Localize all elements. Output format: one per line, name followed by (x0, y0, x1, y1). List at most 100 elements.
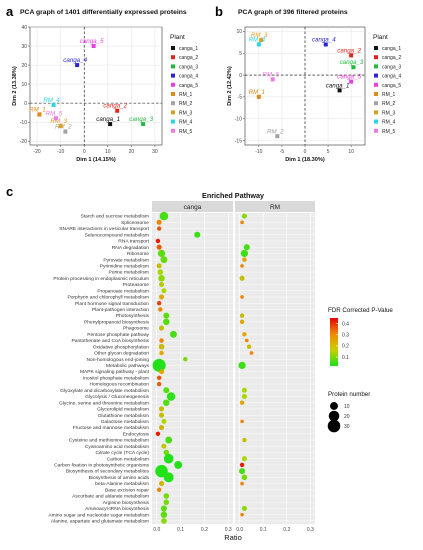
data-point (158, 481, 165, 487)
y-tick-label: 0 (239, 73, 242, 79)
legend-label: canga_2 (382, 55, 401, 61)
pathway-label: Phenylpropanoid biosynthesis (84, 319, 150, 325)
pathway-label: Fructose and mannose metabolism (73, 425, 149, 431)
x-tick-label: 10 (348, 149, 354, 155)
size-legend-dot (328, 410, 340, 422)
x-tick-label: 0.2 (201, 527, 208, 533)
data-point (158, 281, 165, 288)
data-point (161, 418, 167, 424)
x-axis-title: Ratio (224, 533, 242, 542)
data-point (158, 425, 165, 431)
x-axis-title: Dim 1 (18.30%) (285, 157, 325, 163)
data-point (241, 456, 247, 462)
x-tick-label: -10 (57, 149, 64, 155)
data-point (249, 351, 254, 355)
data-point (239, 462, 245, 468)
legend-swatch (171, 82, 175, 87)
data-point (163, 312, 170, 319)
legend-label: RM_1 (382, 92, 396, 98)
pathway-label: Glutathione metabolism (98, 413, 149, 419)
y-axis-title: Dim 2 (13.38%) (12, 66, 18, 106)
data-point (240, 249, 249, 258)
x-tick-label: 0.2 (283, 527, 290, 533)
pathway-label: Pantothenate and CoA biosynthesis (72, 338, 150, 344)
pathway-label: RNA transport (118, 239, 149, 245)
legend-swatch (171, 46, 175, 50)
data-point (174, 460, 183, 469)
legend-label: RM_2 (382, 101, 396, 107)
point-label: RM_4 (43, 97, 60, 104)
data-point (108, 122, 113, 127)
x-axis-title: Dim 1 (14.15%) (76, 157, 116, 163)
data-point (160, 256, 168, 264)
x-tick-label: 0 (304, 149, 307, 155)
data-point (259, 38, 264, 43)
size-legend-label: 10 (344, 404, 350, 410)
data-point (163, 493, 170, 499)
data-point (158, 343, 165, 350)
legend-swatch (171, 128, 175, 133)
data-point (156, 487, 162, 493)
data-point (156, 244, 162, 250)
pathway-label: Oxidative phosphorylation (93, 344, 150, 350)
y-tick-label: -15 (235, 138, 242, 144)
pathway-label: Porphyrin and chlorophyll metabolism (67, 295, 149, 301)
data-point (183, 356, 188, 362)
pathway-label: Metabolic pathways (106, 363, 150, 369)
data-point (163, 399, 170, 406)
legend-label: canga_5 (179, 83, 198, 89)
y-tick-label: 20 (21, 63, 27, 69)
panel-label-c: c (6, 184, 13, 199)
data-point (156, 381, 162, 387)
data-point (156, 300, 162, 306)
pathway-label: Carbon fixation in photosynthetic organi… (54, 463, 149, 469)
plot-area (29, 26, 163, 146)
data-point (194, 231, 201, 238)
data-point (37, 112, 42, 117)
point-label: RM_5 (262, 71, 279, 78)
pathway-label: RNA degradation (112, 245, 150, 251)
legend-label: RM_3 (179, 110, 193, 116)
pathway-label: Glycerolipid metabolism (97, 407, 149, 413)
data-point (165, 436, 173, 444)
x-tick-label: 0 (83, 149, 86, 155)
data-point (163, 318, 170, 326)
legend-label: canga_1 (382, 46, 401, 52)
color-bar-label: 0.1 (342, 355, 349, 361)
data-point (240, 481, 244, 486)
chart-title: PCA graph of 1401 differentially express… (20, 9, 187, 16)
x-tick-label: 0.1 (260, 527, 267, 533)
point-label: RM_4 (249, 36, 266, 43)
legend-swatch (171, 119, 175, 124)
data-point (158, 275, 165, 282)
pathway-label: Non-homologous end-joining (86, 357, 149, 363)
point-label: canga_1 (96, 116, 120, 123)
legend-label: canga_3 (179, 64, 198, 70)
pathway-label: Citrate cycle (TCA cycle) (95, 450, 149, 456)
legend-swatch (374, 64, 378, 69)
pathway-label: Endocytosis (123, 431, 150, 437)
data-point (163, 387, 170, 394)
legend-label: canga_4 (382, 74, 401, 80)
facet-strip-label: canga (184, 204, 202, 211)
data-point (156, 219, 162, 225)
point-label: RM_3 (50, 118, 67, 125)
legend-label: canga_2 (179, 55, 198, 61)
data-point (155, 431, 161, 437)
data-point (239, 468, 246, 475)
legend-swatch (171, 73, 175, 78)
y-tick-label: -10 (20, 120, 27, 126)
pathway-label: Glyoxylate and dicarboxylate metabolism (60, 388, 149, 394)
pathway-label: Inositol phosphate metabolism (83, 375, 149, 381)
facet-strip (152, 201, 233, 212)
y-tick-label: 40 (21, 25, 27, 31)
legend-label: canga_3 (382, 64, 401, 70)
data-point (166, 392, 176, 401)
facet-RM: RM 0.0 0.1 0.2 0.3 (235, 201, 315, 533)
point-label: RM_3 (251, 32, 268, 39)
data-point (240, 419, 244, 424)
data-point (240, 512, 244, 517)
data-point (158, 307, 163, 312)
data-point (239, 313, 245, 318)
point-label: canga_5 (80, 38, 104, 45)
